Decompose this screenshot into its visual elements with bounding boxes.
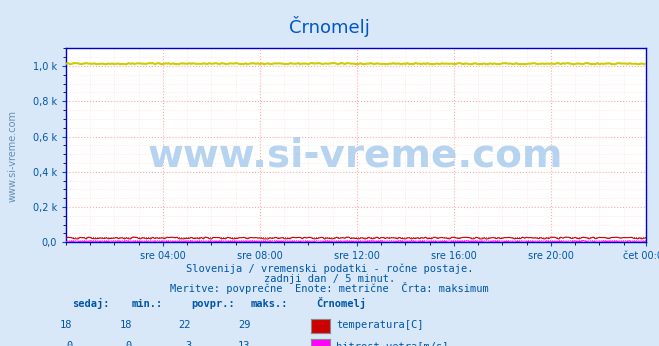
Text: Slovenija / vremenski podatki - ročne postaje.: Slovenija / vremenski podatki - ročne po… bbox=[186, 263, 473, 274]
Text: maks.:: maks.: bbox=[250, 299, 288, 309]
Text: 29: 29 bbox=[238, 320, 250, 330]
Text: Črnomelj: Črnomelj bbox=[316, 297, 366, 309]
Text: 0: 0 bbox=[67, 341, 72, 346]
Text: Meritve: povprečne  Enote: metrične  Črta: maksimum: Meritve: povprečne Enote: metrične Črta:… bbox=[170, 282, 489, 294]
Text: 0: 0 bbox=[126, 341, 132, 346]
Text: www.si-vreme.com: www.si-vreme.com bbox=[148, 136, 563, 174]
Text: 3: 3 bbox=[185, 341, 191, 346]
Text: 22: 22 bbox=[179, 320, 191, 330]
Text: povpr.:: povpr.: bbox=[191, 299, 235, 309]
Text: 18: 18 bbox=[119, 320, 132, 330]
Text: 18: 18 bbox=[60, 320, 72, 330]
Text: 13: 13 bbox=[238, 341, 250, 346]
Text: www.si-vreme.com: www.si-vreme.com bbox=[8, 110, 18, 202]
Text: temperatura[C]: temperatura[C] bbox=[336, 320, 424, 330]
Text: min.:: min.: bbox=[132, 299, 163, 309]
Text: hitrost vetra[m/s]: hitrost vetra[m/s] bbox=[336, 341, 449, 346]
Text: Črnomelj: Črnomelj bbox=[289, 16, 370, 37]
Text: sedaj:: sedaj: bbox=[72, 298, 110, 309]
Text: zadnji dan / 5 minut.: zadnji dan / 5 minut. bbox=[264, 274, 395, 284]
